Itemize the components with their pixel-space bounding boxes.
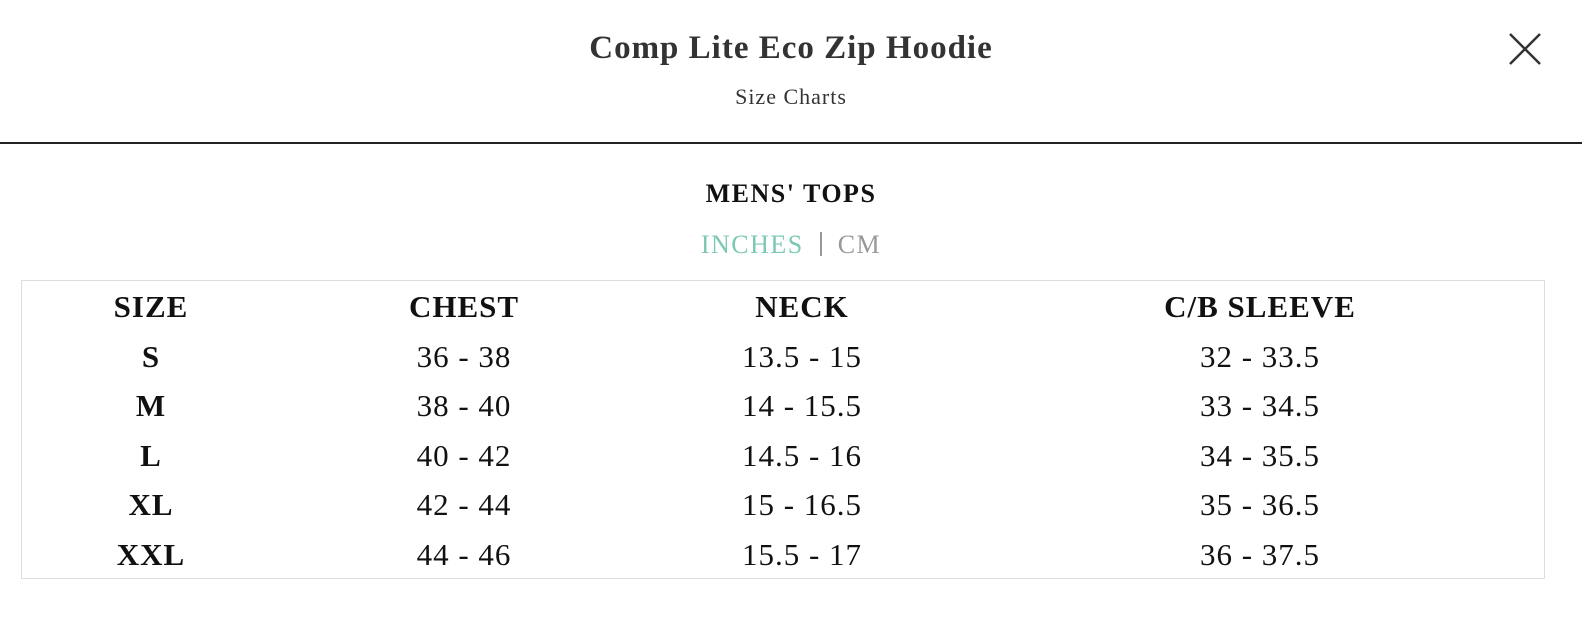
size-label: XXL <box>116 537 186 572</box>
unit-option[interactable]: INCHES <box>700 230 804 259</box>
modal-title: Comp Lite Eco Zip Hoodie <box>589 30 993 66</box>
unit-separator <box>819 232 822 256</box>
measurement: 32 - 33.5 <box>1199 338 1321 374</box>
column-header: NECK <box>755 289 849 324</box>
modal-subtitle: Size Charts <box>735 84 847 109</box>
size-label: M <box>135 388 167 424</box>
size-label: L <box>140 437 162 473</box>
measurement: 36 - 38 <box>416 338 512 374</box>
measurement: 15.5 - 17 <box>741 537 863 572</box>
measurement: 15 - 16.5 <box>741 487 863 523</box>
measurement: 35 - 36.5 <box>1199 487 1321 523</box>
size-label: XL <box>128 487 174 523</box>
measurement: 13.5 - 15 <box>741 338 863 374</box>
unit-switch: INCHES CM <box>0 230 1582 260</box>
measurement: 34 - 35.5 <box>1199 437 1321 473</box>
column-header: SIZE <box>113 289 189 324</box>
column-header: C/B SLEEVE <box>1164 289 1356 324</box>
divider <box>0 142 1582 144</box>
measurement: 42 - 44 <box>416 487 512 523</box>
column-header: CHEST <box>408 289 520 324</box>
measurement: 44 - 46 <box>416 537 512 572</box>
size-label: S <box>141 338 161 374</box>
measurement: 14 - 15.5 <box>741 388 863 424</box>
measurement: 14.5 - 16 <box>741 437 863 473</box>
section-title: MENS' TOPS <box>705 179 877 208</box>
unit-option[interactable]: CM <box>837 230 882 259</box>
size-table: SIZE CHEST NECK C/B SLEEVE S 36 - 38 13.5 - 15… <box>21 280 1545 579</box>
measurement: 38 - 40 <box>416 388 512 424</box>
close-button[interactable] <box>1506 30 1544 68</box>
measurement: 33 - 34.5 <box>1199 388 1321 424</box>
measurement: 40 - 42 <box>416 437 512 473</box>
measurement: 36 - 37.5 <box>1199 537 1321 572</box>
